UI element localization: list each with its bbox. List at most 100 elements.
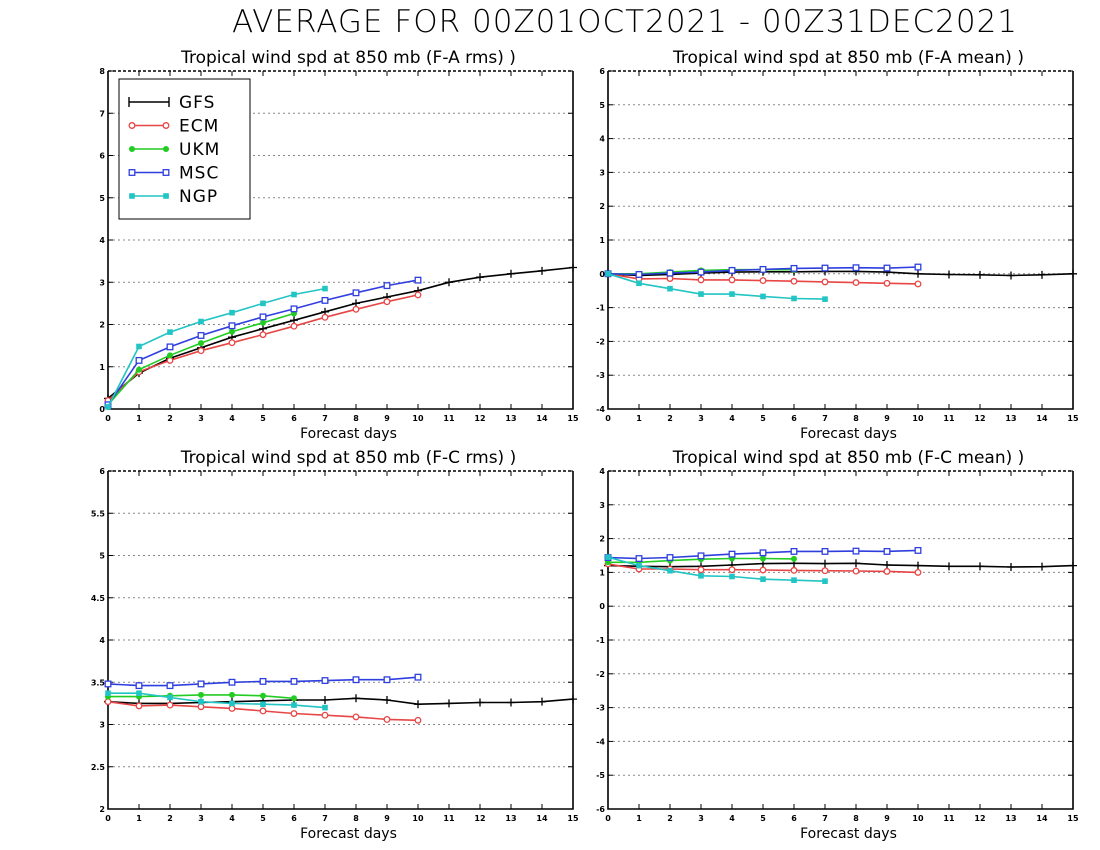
data-point-gfs	[1069, 269, 1077, 278]
data-point-msc	[197, 332, 205, 339]
x-tick-label: 11	[443, 814, 455, 823]
y-tick-label: 6	[99, 467, 105, 476]
y-tick-label: 4	[99, 236, 105, 245]
y-tick-label: 2	[599, 535, 605, 544]
data-point-gfs	[538, 266, 546, 275]
data-point-gfs	[321, 695, 329, 704]
data-point-gfs	[1038, 270, 1046, 279]
data-point-ukm	[198, 691, 204, 698]
data-point-msc	[852, 547, 860, 555]
series-gfs	[104, 263, 577, 403]
data-point-ngp	[136, 343, 142, 350]
data-point-ngp	[105, 404, 111, 410]
data-point-gfs	[476, 273, 484, 282]
axis-frame	[607, 471, 1074, 810]
x-tick-label: 3	[698, 414, 704, 423]
legend-marker	[162, 122, 170, 129]
x-tick-label: 11	[443, 414, 455, 423]
y-tick-label: 1	[599, 236, 605, 245]
x-tick-label: 1	[636, 414, 642, 423]
x-tick-label: 14	[1036, 814, 1048, 823]
data-point-msc	[352, 676, 360, 684]
data-point-gfs	[914, 269, 922, 278]
x-tick-label: 14	[536, 414, 548, 423]
x-tick-label: 5	[760, 414, 766, 423]
x-tick-label: 0	[105, 814, 111, 823]
series-msc	[104, 673, 422, 690]
data-point-gfs	[852, 559, 860, 568]
x-tick-label: 4	[229, 414, 235, 423]
x-tick-label: 8	[853, 414, 859, 423]
data-point-msc	[759, 265, 767, 273]
data-point-msc	[821, 264, 829, 272]
data-point-gfs	[945, 562, 953, 571]
data-point-gfs	[507, 269, 515, 278]
x-tick-label: 7	[322, 814, 328, 823]
data-point-ngp	[698, 572, 704, 579]
data-point-ecm	[228, 339, 236, 347]
series-line-ngp	[607, 273, 826, 300]
y-tick-label: 3	[99, 721, 105, 730]
x-tick-label: 6	[291, 414, 297, 423]
data-point-msc	[166, 343, 174, 351]
x-tick-label: 2	[167, 414, 173, 423]
y-tick-label: 5	[599, 101, 605, 110]
data-point-gfs	[945, 270, 953, 279]
data-point-msc	[914, 546, 922, 554]
y-tick-label: 2	[599, 202, 605, 211]
data-point-ngp	[105, 690, 111, 697]
x-tick-label: 9	[384, 414, 390, 423]
data-point-msc	[666, 554, 674, 561]
x-tick-label: 13	[1005, 414, 1016, 423]
x-tick-label: 1	[136, 414, 142, 423]
series-line-gfs	[607, 270, 1074, 277]
data-point-ngp	[729, 573, 735, 580]
y-tick-label: 7	[99, 109, 105, 118]
data-point-ngp	[605, 271, 611, 277]
panel-title: Tropical wind spd at 850 mb (F-A rms) )	[180, 48, 516, 68]
data-point-ngp	[136, 690, 142, 697]
series-line-gfs	[107, 266, 574, 400]
data-point-ukm	[198, 340, 204, 347]
data-point-gfs	[1007, 562, 1015, 571]
data-point-gfs	[507, 698, 515, 707]
x-tick-label: 0	[605, 814, 611, 823]
x-axis-label: Forecast days	[800, 826, 897, 842]
data-point-ecm	[914, 568, 922, 576]
axis-frame	[607, 71, 1074, 410]
x-tick-label: 2	[667, 814, 673, 823]
data-point-msc	[228, 322, 236, 330]
y-tick-label: -2	[596, 670, 605, 679]
panel-fa-rms: Tropical wind spd at 850 mb (F-A rms) ) 0…	[99, 48, 579, 442]
data-point-msc	[759, 549, 767, 557]
x-axis-label: Forecast days	[800, 426, 897, 442]
data-point-ecm	[259, 331, 267, 339]
series-line-ngp	[108, 692, 326, 709]
data-point-ecm	[352, 713, 360, 721]
data-point-ngp	[791, 577, 797, 583]
data-point-ecm	[821, 278, 829, 286]
x-tick-label: 11	[943, 414, 955, 423]
data-point-msc	[352, 289, 360, 297]
data-point-ngp	[760, 576, 766, 582]
y-tick-label: -2	[596, 337, 605, 346]
data-point-msc	[290, 305, 298, 313]
x-tick-label: 13	[505, 414, 516, 423]
data-point-gfs	[1069, 561, 1077, 570]
data-point-msc	[135, 682, 143, 690]
axis-frame	[107, 71, 574, 410]
x-tick-label: 9	[384, 814, 390, 823]
data-point-ngp	[822, 296, 828, 302]
data-point-ngp	[667, 567, 673, 574]
data-point-msc	[883, 264, 891, 272]
data-point-ngp	[229, 309, 235, 316]
y-tick-label: -3	[596, 704, 605, 713]
data-point-ngp	[667, 285, 673, 292]
data-point-msc	[635, 555, 643, 562]
data-point-msc	[728, 266, 736, 274]
data-point-msc	[883, 547, 891, 555]
data-point-ecm	[414, 291, 422, 299]
data-point-ecm	[383, 298, 391, 306]
data-point-msc	[852, 264, 860, 272]
